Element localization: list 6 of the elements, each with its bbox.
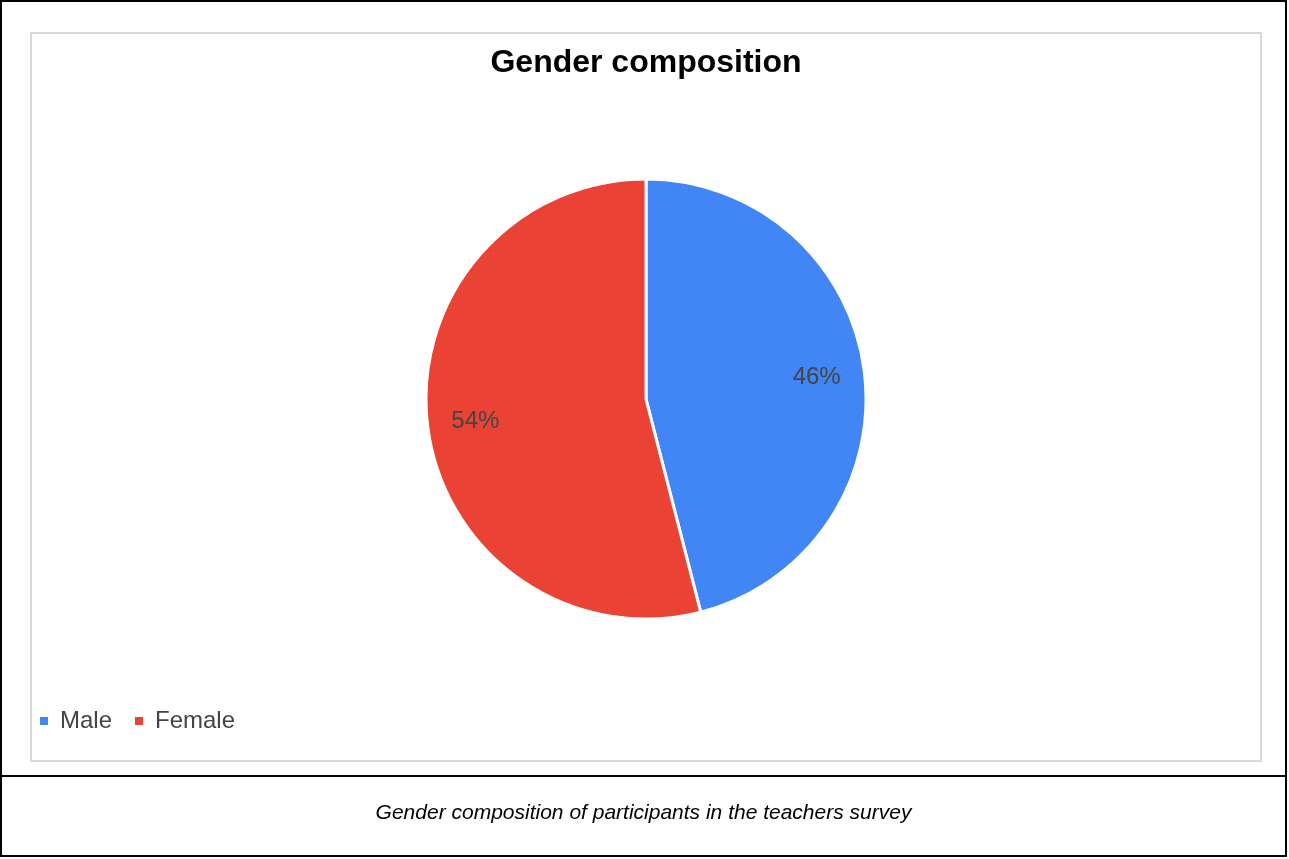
data-label: 46% bbox=[792, 362, 841, 390]
text: Gender composition of participants in the teachers survey bbox=[374, 800, 914, 824]
legend-label: Female bbox=[155, 706, 236, 733]
legend-label: Male bbox=[60, 706, 113, 733]
chart-title: Gender composition bbox=[490, 43, 802, 79]
data-label: 54% bbox=[451, 405, 500, 433]
